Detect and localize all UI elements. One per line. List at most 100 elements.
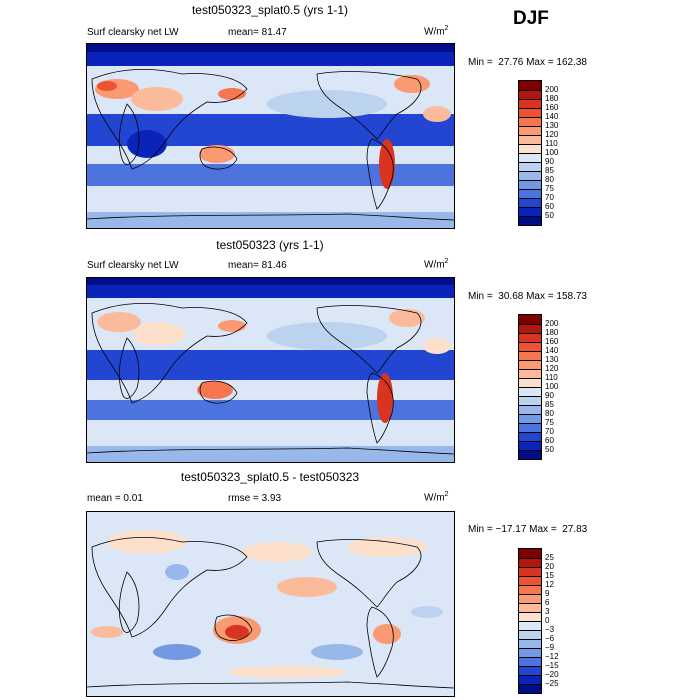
colorbar-tick-label: 160 [545, 103, 559, 112]
colorbar-swatch [519, 189, 541, 198]
panel-2-minmax: Min = 30.68 Max = 158.73 [468, 291, 587, 302]
colorbar-swatch [519, 360, 541, 369]
colorbar-swatch [519, 621, 541, 630]
colorbar-tick-label: −3 [545, 625, 555, 634]
panel-3-units: W/m2 [424, 491, 449, 504]
colorbar-swatch [519, 567, 541, 576]
colorbar-tick-label: −9 [545, 643, 555, 652]
panel-2-map [86, 277, 455, 463]
colorbar-tick-label: −20 [545, 670, 559, 679]
colorbar-tick-label: 160 [545, 337, 559, 346]
panel-2-colorbar: 200 180 160 140 130 120 110 100 90 85 80 75 70 60 50 [518, 314, 558, 460]
colorbar-tick-label: 6 [545, 598, 550, 607]
colorbar-tick-label: 90 [545, 157, 554, 166]
colorbar-swatch [519, 648, 541, 657]
colorbar-swatch [519, 378, 541, 387]
colorbar-tick-label: −12 [545, 652, 559, 661]
panel-1-colorbar: 200 180 160 140 130 120 110 100 90 85 80 75 70 60 50 [518, 80, 558, 226]
colorbar-swatch [519, 432, 541, 441]
panel-3-mean-label: mean = 0.01 [87, 493, 143, 504]
colorbar-tick-label: 85 [545, 400, 554, 409]
colorbar-tick-label: 0 [545, 616, 550, 625]
colorbar-swatch [519, 594, 541, 603]
colorbar-tick-label: 25 [545, 553, 554, 562]
panel-3-colorbar: 25 20 15 12 9 6 3 0 −3 −6 −9 −12 −15 −20 −25 [518, 548, 559, 694]
colorbar-tick-label: 75 [545, 184, 554, 193]
colorbar-tick-label: 180 [545, 94, 559, 103]
colorbar-swatch [519, 396, 541, 405]
colorbar-swatch [519, 657, 541, 666]
colorbar-swatch [519, 144, 541, 153]
colorbar-tick-label: 50 [545, 445, 554, 454]
colorbar-swatch [519, 342, 541, 351]
colorbar-tick-label: −6 [545, 634, 555, 643]
panel-2-title: test050323 (yrs 1-1) [216, 238, 324, 252]
colorbar-swatch [519, 153, 541, 162]
colorbar-swatch [519, 450, 541, 459]
colorbar-tick-label: 60 [545, 202, 554, 211]
colorbar-tick-label: 200 [545, 319, 559, 328]
colorbar-tick-label: 80 [545, 409, 554, 418]
colorbar-swatch [519, 126, 541, 135]
colorbar-swatch [519, 612, 541, 621]
colorbar-swatch [519, 585, 541, 594]
panel-3-map [86, 511, 455, 697]
colorbar-swatch [519, 99, 541, 108]
colorbar-swatch [519, 675, 541, 684]
colorbar-swatch [519, 333, 541, 342]
colorbar-swatch [519, 162, 541, 171]
colorbar-tick-label: 140 [545, 112, 559, 121]
colorbar-tick-label: 180 [545, 328, 559, 337]
colorbar-tick-label: 50 [545, 211, 554, 220]
season-label: DJF [513, 8, 549, 29]
colorbar-swatch [519, 684, 541, 693]
colorbar-swatch [519, 108, 541, 117]
colorbar-tick-label: 130 [545, 121, 559, 130]
panel-2-field-label: Surf clearsky net LW [87, 260, 179, 271]
colorbar-tick-label: 70 [545, 427, 554, 436]
colorbar-tick-label: 20 [545, 562, 554, 571]
colorbar-tick-label: 12 [545, 580, 554, 589]
colorbar-swatch [519, 639, 541, 648]
panel-1-minmax: Min = 27.76 Max = 162.38 [468, 57, 587, 68]
panel-2-units: W/m2 [424, 258, 449, 271]
panel-2-map-svg [87, 278, 454, 462]
colorbar-swatch [519, 630, 541, 639]
colorbar-tick-label: 75 [545, 418, 554, 427]
colorbar-swatch [519, 387, 541, 396]
colorbar-tick-label: 90 [545, 391, 554, 400]
panel-3-minmax: Min = −17.17 Max = 27.83 [468, 524, 588, 535]
colorbar-swatch [519, 81, 541, 90]
colorbar-swatch [519, 441, 541, 450]
colorbar-tick-label: 15 [545, 571, 554, 580]
colorbar-swatch [519, 180, 541, 189]
colorbar-tick-label: 140 [545, 346, 559, 355]
colorbar-tick-label: 100 [545, 148, 559, 157]
panel-2-mean-label: mean= 81.46 [228, 260, 287, 271]
colorbar-tick-label: 200 [545, 85, 559, 94]
colorbar-tick-label: 80 [545, 175, 554, 184]
panel-3-rmse-label: rmse = 3.93 [228, 493, 282, 504]
colorbar-tick-label: 100 [545, 382, 559, 391]
colorbar-tick-label: 85 [545, 166, 554, 175]
colorbar-tick-label: 120 [545, 130, 559, 139]
panel-3-map-svg [87, 512, 454, 696]
panel-1-map [86, 43, 455, 229]
colorbar-swatch [519, 171, 541, 180]
colorbar-tick-label: 60 [545, 436, 554, 445]
colorbar-swatch [519, 324, 541, 333]
panel-1-title: test050323_splat0.5 (yrs 1-1) [191, 3, 349, 17]
colorbar-tick-label: 9 [545, 589, 550, 598]
colorbar-swatch [519, 666, 541, 675]
colorbar-swatch [519, 603, 541, 612]
panel-1-map-svg [87, 44, 454, 228]
colorbar-swatch [519, 90, 541, 99]
panel-1-units: W/m2 [424, 25, 449, 38]
colorbar-swatch [519, 216, 541, 225]
colorbar-swatch [519, 198, 541, 207]
colorbar-swatch [519, 351, 541, 360]
colorbar-swatch [519, 414, 541, 423]
colorbar-swatch [519, 315, 541, 324]
colorbar-swatch [519, 369, 541, 378]
